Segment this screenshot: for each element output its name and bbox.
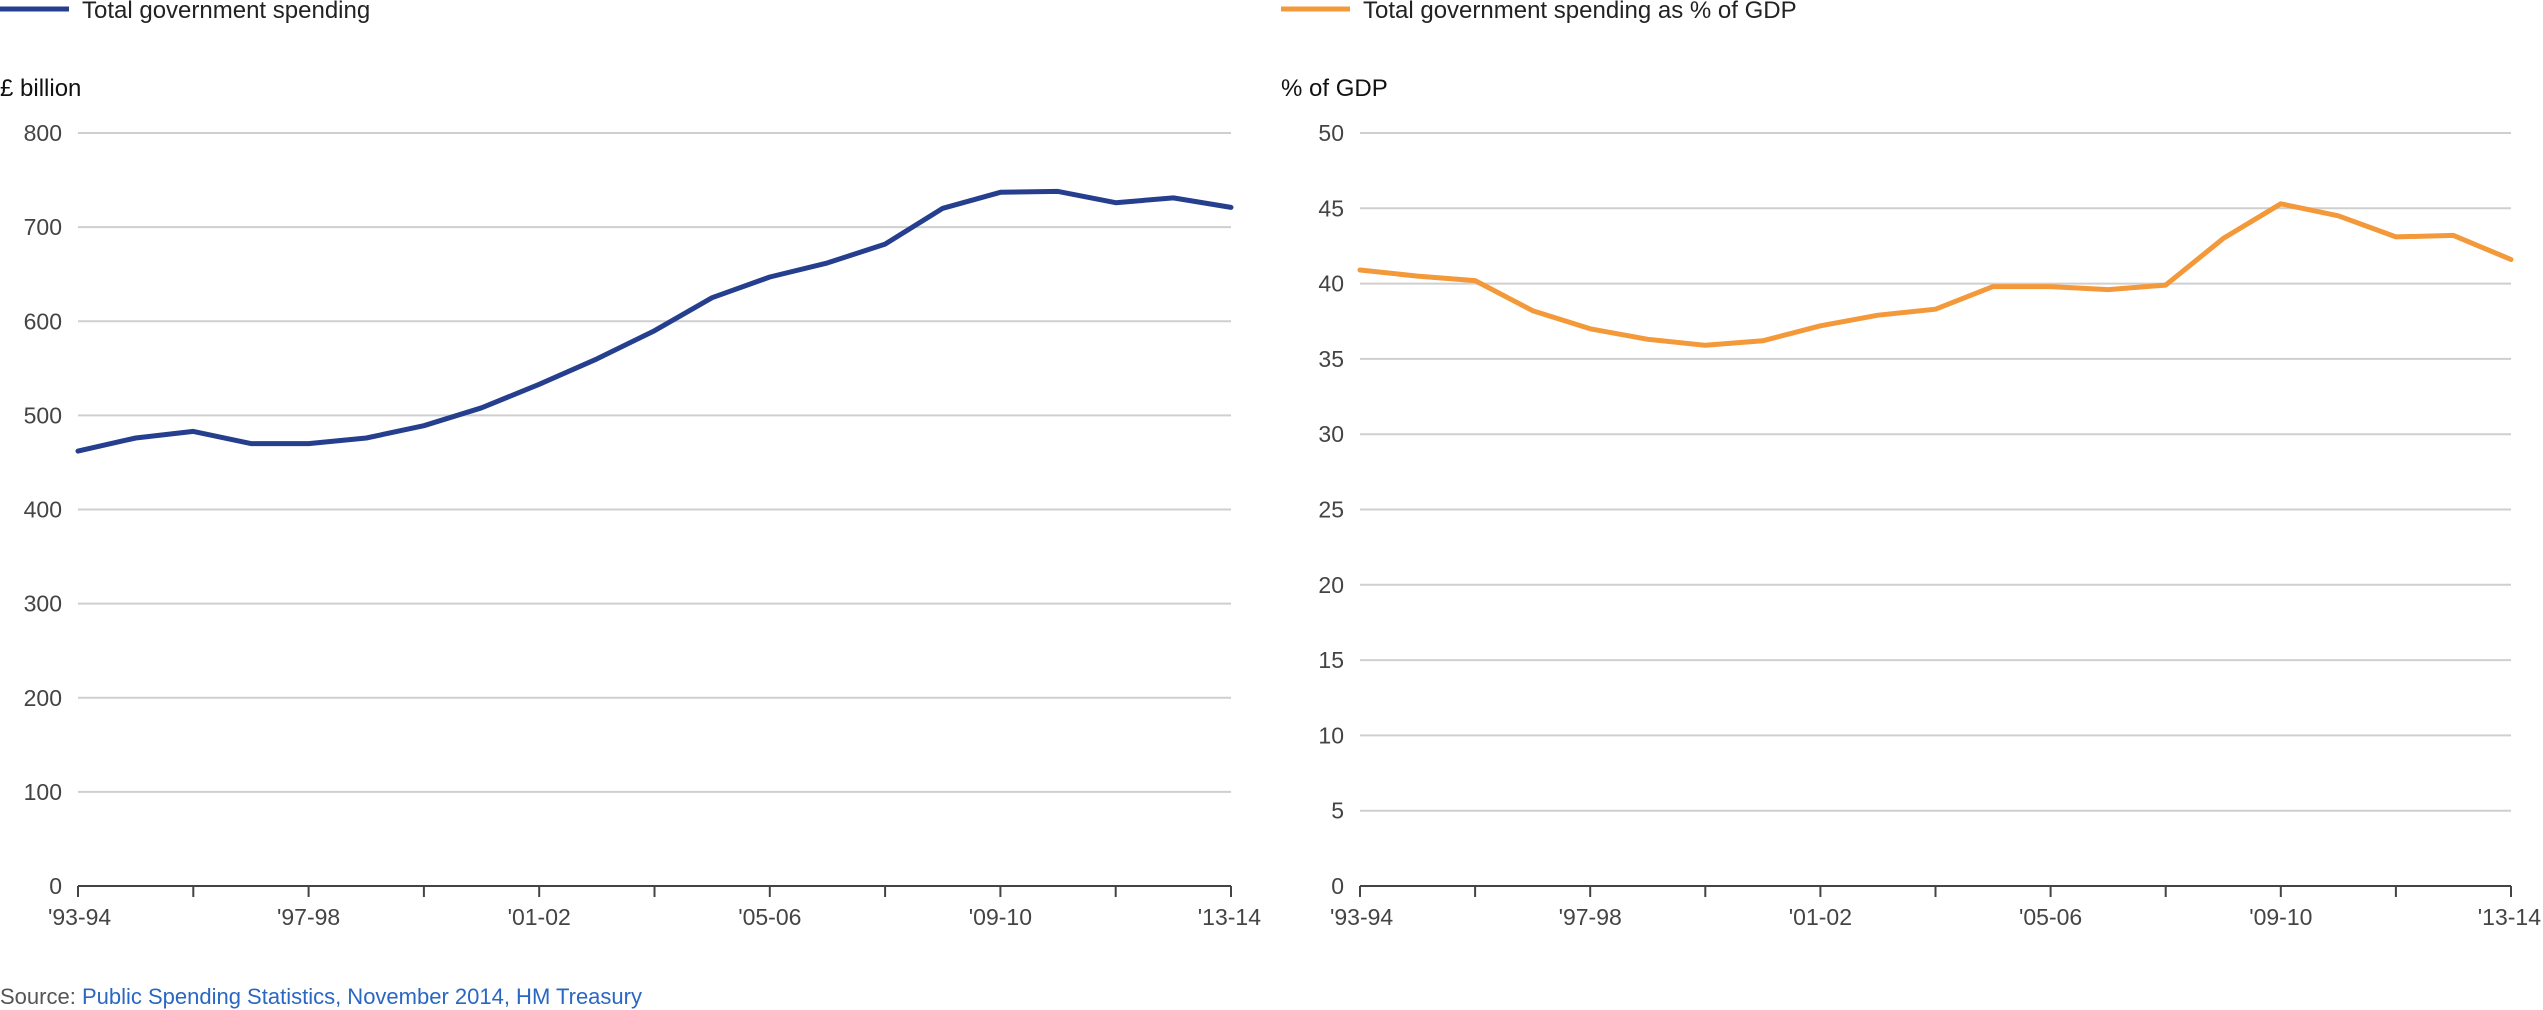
spending-gdp-chart: Total government spending as % of GDP % o… [1281,0,2541,930]
data-point [882,241,888,247]
data-point [709,295,715,301]
y-tick-label: 0 [1331,873,1344,899]
x-tick-label: '93-94 [1330,904,1393,930]
data-point [2220,235,2226,241]
data-point [1530,308,1536,314]
y-tick-label: 400 [24,497,62,523]
data-point [363,435,369,441]
data-point [1875,312,1881,318]
data-point [479,405,485,411]
legend-label: Total government spending [82,0,370,24]
data-point [1055,188,1061,194]
y-tick-label: 700 [24,214,62,240]
data-point [75,448,81,454]
data-point [536,381,542,387]
x-tick-label: '01-02 [508,904,571,930]
y-tick-label: 100 [24,779,62,805]
x-tick-label: '97-98 [277,904,340,930]
data-point [2278,201,2284,207]
data-point [190,428,196,434]
x-tick-label: '97-98 [1559,904,1622,930]
data-point [1817,323,1823,329]
data-point [133,435,139,441]
data-point [1357,267,1363,273]
data-point [2048,284,2054,290]
data-point [2508,257,2514,263]
y-tick-label: 5 [1331,798,1344,824]
series-line [1357,201,2514,348]
y-tick-label: 300 [24,591,62,617]
data-point [594,356,600,362]
source-note: Source: Public Spending Statistics, Nove… [0,984,642,1010]
data-point [1472,278,1478,284]
x-tick-label: '13-14 [2478,904,2541,930]
y-tick-label: 800 [24,120,62,146]
x-tick-label: '09-10 [2249,904,2312,930]
data-point [2163,282,2169,288]
data-point [1645,336,1651,342]
source-link[interactable]: Public Spending Statistics, November 201… [81,984,642,1009]
data-point [1415,273,1421,279]
x-tick-label: '93-94 [48,904,111,930]
data-point [421,423,427,429]
source-prefix: Source: [0,984,82,1009]
y-tick-label: 50 [1318,120,1344,146]
y-tick-label: 600 [24,308,62,334]
data-point [1760,338,1766,344]
y-tick-label: 200 [24,685,62,711]
data-point [248,441,254,447]
data-point [2450,232,2456,238]
data-point [652,328,658,334]
data-point [1113,200,1119,206]
data-point [1228,204,1234,210]
data-point [940,205,946,211]
y-tick-label: 25 [1318,497,1344,523]
data-point [1170,195,1176,201]
y-axis-unit-label: % of GDP [1281,75,1388,102]
x-tick-label: '13-14 [1198,904,1261,930]
y-tick-label: 40 [1318,271,1344,297]
series-line [75,188,1234,454]
data-point [1587,326,1593,332]
legend-label: Total government spending as % of GDP [1363,0,1797,24]
y-axis-unit-label: £ billion [0,75,81,102]
y-tick-label: 500 [24,402,62,428]
data-point [824,260,830,266]
x-tick-label: '05-06 [738,904,801,930]
data-point [1702,342,1708,348]
y-tick-label: 45 [1318,195,1344,221]
data-point [2105,287,2111,293]
data-point [767,274,773,280]
y-tick-label: 0 [49,873,62,899]
x-tick-label: '05-06 [2019,904,2082,930]
y-tick-label: 35 [1318,346,1344,372]
data-point [2335,213,2341,219]
data-point [306,441,312,447]
data-point [997,189,1003,195]
y-tick-label: 15 [1318,647,1344,673]
y-tick-label: 20 [1318,572,1344,598]
y-tick-label: 30 [1318,421,1344,447]
data-point [1990,284,1996,290]
data-point [2393,234,2399,240]
spending-billion-chart: Total government spending £ billion 0 100 20… [0,0,1261,930]
data-point [1933,306,1939,312]
y-tick-label: 10 [1318,722,1344,748]
x-tick-label: '01-02 [1789,904,1852,930]
x-tick-label: '09-10 [969,904,1032,930]
